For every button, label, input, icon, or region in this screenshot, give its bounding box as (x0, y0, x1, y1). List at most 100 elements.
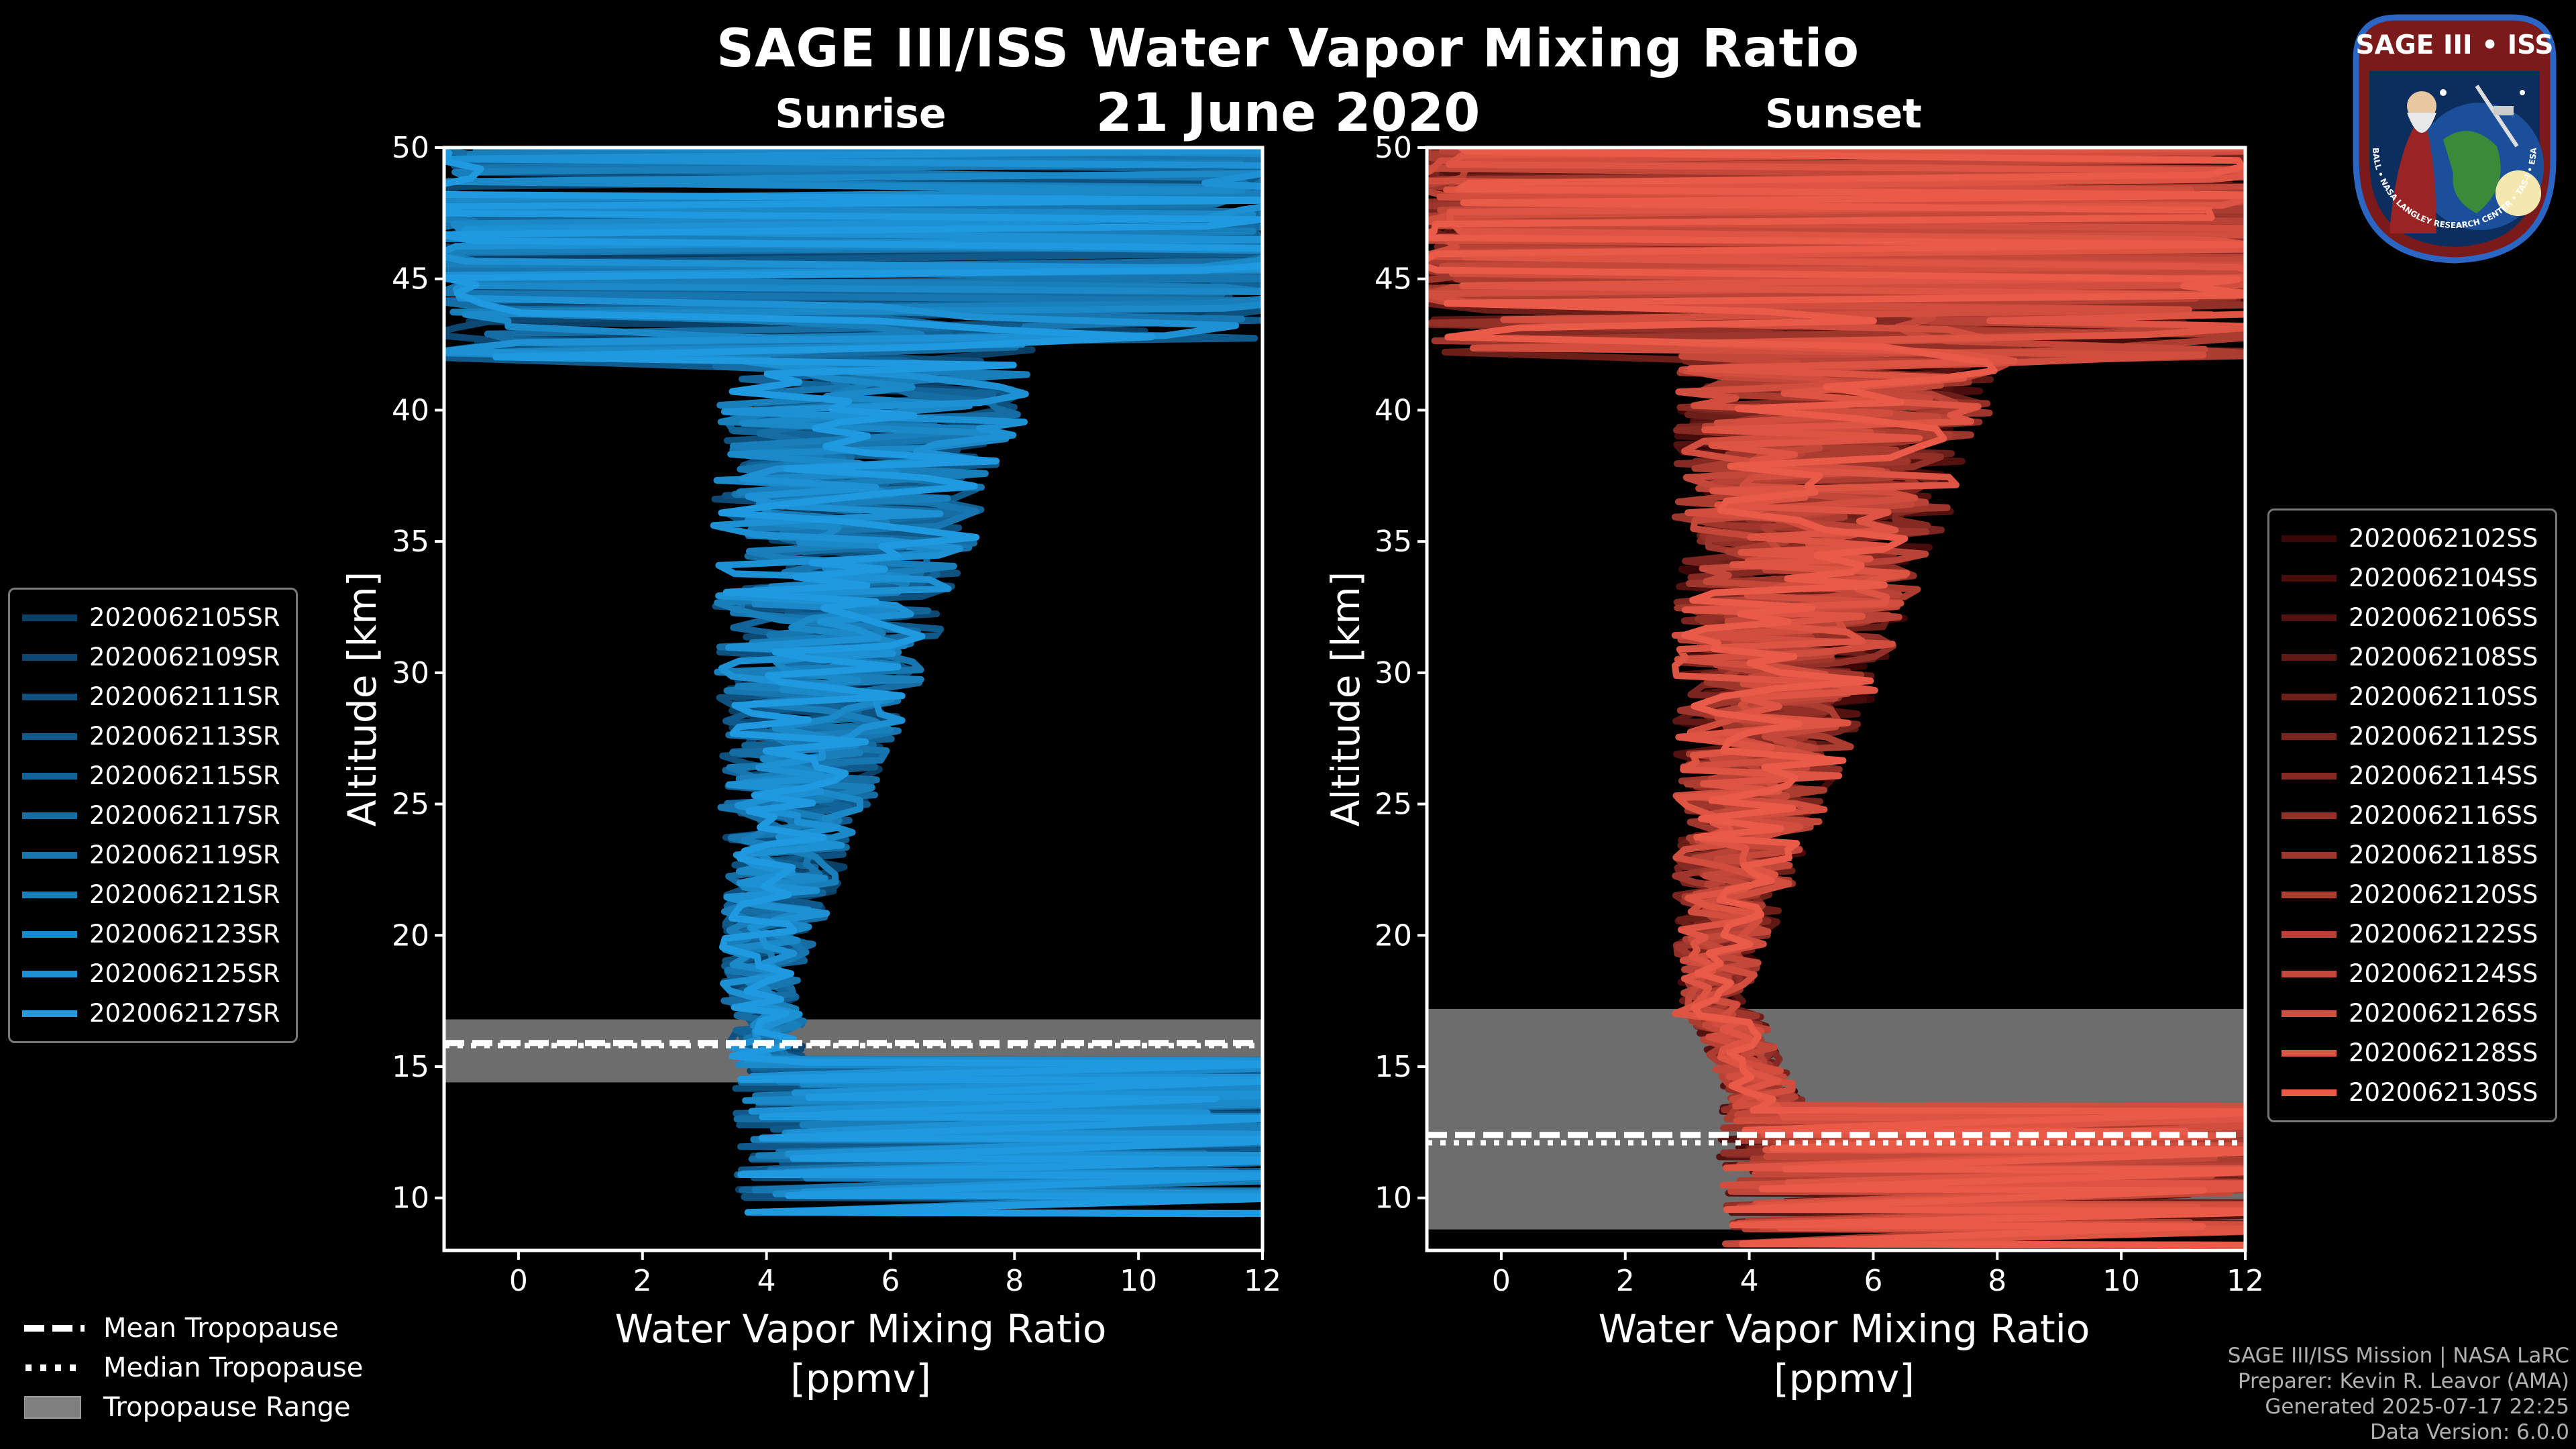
sunset-series-2020062128SS (1443, 148, 2245, 1249)
sunset-legend-swatch (2282, 733, 2337, 740)
sunset-legend-swatch (2282, 693, 2337, 700)
sunrise-xlabel-line2: [ppmv] (790, 1356, 931, 1401)
sunrise-ytick-label-50: 50 (392, 131, 429, 165)
sunset-legend-item-2020062120SS: 2020062120SS (2282, 875, 2543, 914)
sunrise-xtick-label-6: 6 (881, 1264, 900, 1298)
sunset-legend-swatch (2282, 772, 2337, 780)
sunrise-legend-item-2020062109SR: 2020062109SR (22, 637, 284, 677)
credits-line3: Generated 2025-07-17 22:25 (2265, 1395, 2569, 1419)
sunset-legend-label: 2020062120SS (2349, 880, 2538, 909)
sunrise-legend-label: 2020062111SR (89, 682, 280, 711)
sunset-xtick-label-12: 12 (2226, 1264, 2264, 1298)
sunrise-legend-swatch (22, 614, 77, 621)
sunset-xtick-label-2: 2 (1616, 1264, 1635, 1298)
sunset-legend-label: 2020062110SS (2349, 682, 2538, 711)
sunset-legend-label: 2020062112SS (2349, 722, 2538, 751)
sunset-legend-label: 2020062102SS (2349, 524, 2538, 553)
sunset-legend-label: 2020062118SS (2349, 841, 2538, 869)
sunset-xlabel-line1: Water Vapor Mixing Ratio (1598, 1306, 2090, 1352)
tropopause-range-label: Tropopause Range (103, 1391, 351, 1423)
sunrise-ytick-label-40: 40 (392, 393, 429, 427)
sunset-legend-label: 2020062108SS (2349, 643, 2538, 672)
sunrise-xtick-label-12: 12 (1244, 1264, 1281, 1298)
sunset-legend-swatch (2282, 812, 2337, 819)
sunrise-legend-label: 2020062123SR (89, 920, 280, 949)
sunset-ytick-label-50: 50 (1375, 131, 1412, 165)
sunrise-legend-item-2020062111SR: 2020062111SR (22, 677, 284, 716)
sunset-legend-label: 2020062106SS (2349, 603, 2538, 632)
sunset-legend-item-2020062112SS: 2020062112SS (2282, 716, 2543, 756)
sunrise-legend-item-2020062113SR: 2020062113SR (22, 716, 284, 756)
sunset-legend-item-2020062126SS: 2020062126SS (2282, 994, 2543, 1033)
sage-logo-icon: SAGE III • ISS BALL • NASA LANGLEY RESEA… (2353, 14, 2557, 264)
chart-subtitle: 21 June 2020 (1095, 83, 1481, 144)
sunrise-xlabel-line1: Water Vapor Mixing Ratio (614, 1306, 1107, 1352)
sunrise-legend-swatch (22, 1010, 77, 1017)
sunset-ytick-label-45: 45 (1375, 262, 1412, 297)
sunrise-series-group (444, 148, 1263, 1218)
sunset-legend-label: 2020062116SS (2349, 801, 2538, 830)
dashed-line-icon (24, 1324, 85, 1332)
median-tropopause-label: Median Tropopause (103, 1352, 364, 1383)
sunset-legend-swatch (2282, 891, 2337, 898)
sunrise-legend-swatch (22, 772, 77, 780)
sunset-legend-label: 2020062130SS (2349, 1078, 2538, 1107)
sunrise-ytick-label-25: 25 (392, 788, 429, 822)
sunset-legend-item-2020062130SS: 2020062130SS (2282, 1073, 2543, 1112)
sunset-legend-swatch (2282, 851, 2337, 859)
sunrise-legend-swatch (22, 930, 77, 938)
sunset-ytick-label-25: 25 (1375, 788, 1412, 822)
sunrise-legend-swatch (22, 693, 77, 700)
sage-logo: SAGE III • ISS BALL • NASA LANGLEY RESEA… (2343, 12, 2567, 264)
sunrise-ytick-label-30: 30 (392, 656, 429, 690)
sunset-panel-title: Sunset (1765, 91, 1922, 138)
sunrise-xtick-label-2: 2 (633, 1264, 652, 1298)
sunrise-legend-label: 2020062105SR (89, 603, 280, 632)
sunrise-legend-label: 2020062127SR (89, 999, 280, 1028)
sunrise-xtick-label-0: 0 (509, 1264, 528, 1298)
sunrise-legend-item-2020062123SR: 2020062123SR (22, 914, 284, 954)
sunset-legend-item-2020062116SS: 2020062116SS (2282, 796, 2543, 835)
sunset-axes-frame (1425, 146, 2247, 1252)
sunset-legend-item-2020062108SS: 2020062108SS (2282, 637, 2543, 677)
sunset-legend-item-2020062104SS: 2020062104SS (2282, 558, 2543, 598)
sunrise-axes-frame (442, 146, 1265, 1252)
sunset-legend-swatch (2282, 930, 2337, 938)
sunset-ytick-label-20: 20 (1375, 918, 1412, 953)
sunrise-legend-label: 2020062109SR (89, 643, 280, 672)
range-swatch-icon (24, 1395, 81, 1419)
credits-line2: Preparer: Kevin R. Leavor (AMA) (2237, 1369, 2569, 1393)
sunrise-legend-swatch (22, 733, 77, 740)
sunrise-xlabel: Water Vapor Mixing Ratio [ppmv] (525, 1304, 1196, 1403)
sunset-legend: 2020062102SS 2020062104SS 2020062106SS 2020… (2267, 508, 2557, 1122)
sunset-legend-item-2020062118SS: 2020062118SS (2282, 835, 2543, 875)
credits: SAGE III/ISS Mission | NASA LaRC Prepare… (2228, 1343, 2569, 1445)
sunset-legend-item-2020062128SS: 2020062128SS (2282, 1033, 2543, 1073)
logo-top-text: SAGE III • ISS (2355, 30, 2553, 60)
sunset-xtick-label-4: 4 (1740, 1264, 1759, 1298)
sunset-legend-item-2020062122SS: 2020062122SS (2282, 914, 2543, 954)
sunrise-xtick-label-10: 10 (1120, 1264, 1157, 1298)
sunrise-legend: 2020062105SR 2020062109SR 2020062111SR 2020… (8, 588, 298, 1043)
sunrise-legend-item-2020062115SR: 2020062115SR (22, 756, 284, 796)
sunset-legend-label: 2020062128SS (2349, 1038, 2538, 1067)
sunset-xtick-label-8: 8 (1988, 1264, 2006, 1298)
sunset-legend-item-2020062114SS: 2020062114SS (2282, 756, 2543, 796)
sunrise-ytick-label-35: 35 (392, 525, 429, 559)
sunrise-ytick-label-20: 20 (392, 918, 429, 953)
sunrise-ytick-label-10: 10 (392, 1181, 429, 1216)
sunrise-legend-label: 2020062121SR (89, 880, 280, 909)
sunrise-legend-item-2020062119SR: 2020062119SR (22, 835, 284, 875)
sunset-legend-label: 2020062114SS (2349, 761, 2538, 790)
mean-tropopause-label: Mean Tropopause (103, 1312, 339, 1344)
sunset-legend-swatch (2282, 1010, 2337, 1017)
sunrise-legend-label: 2020062125SR (89, 959, 280, 988)
sunrise-legend-label: 2020062115SR (89, 761, 280, 790)
sunset-legend-item-2020062110SS: 2020062110SS (2282, 677, 2543, 716)
sunset-legend-swatch (2282, 1089, 2337, 1096)
sunrise-panel-title: Sunrise (775, 91, 947, 138)
sunset-series-2020062130SS (1427, 148, 2245, 1249)
mean-tropopause-entry: Mean Tropopause (24, 1308, 400, 1348)
dotted-line-icon (25, 1364, 85, 1371)
sunrise-series-2020062127SR (444, 148, 1263, 1218)
